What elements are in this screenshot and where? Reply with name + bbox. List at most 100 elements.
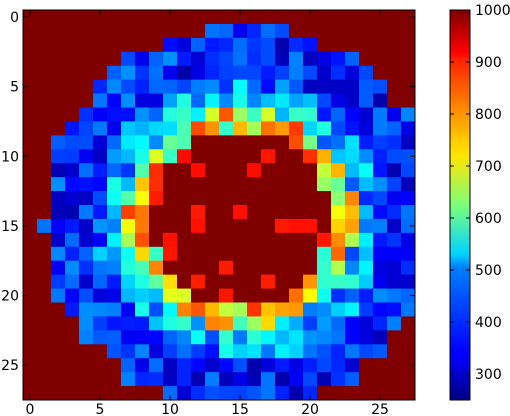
heatmap-cell: [303, 65, 318, 81]
heatmap-cell: [387, 302, 402, 317]
heatmap-cell: [205, 191, 220, 206]
heatmap-cell: [387, 288, 402, 303]
heatmap-cell: [107, 51, 122, 67]
heatmap-cell: [79, 51, 94, 67]
heatmap-cell: [135, 37, 150, 53]
heatmap-cell: [205, 79, 220, 94]
heatmap-cell: [331, 93, 346, 108]
heatmap-cell: [387, 316, 402, 331]
heatmap-cell: [359, 232, 374, 248]
heatmap-cell: [219, 260, 234, 276]
heatmap-cell: [121, 121, 136, 136]
heatmap-cell: [317, 135, 332, 150]
heatmap-cell: [261, 372, 276, 387]
heatmap-cell: [121, 205, 136, 220]
heatmap-cell: [247, 316, 262, 331]
heatmap-cell: [51, 358, 66, 373]
heatmap-cell: [23, 149, 38, 164]
colorbar: [449, 9, 471, 401]
heatmap-cell: [149, 191, 164, 206]
heatmap-cell: [191, 121, 206, 136]
heatmap-cell: [345, 79, 360, 94]
heatmap-cell: [149, 302, 164, 317]
heatmap-cell: [373, 386, 388, 401]
heatmap-cell: [275, 163, 290, 178]
heatmap-cell: [331, 372, 346, 387]
heatmap-cell: [205, 316, 220, 331]
heatmap-cell: [401, 10, 416, 25]
heatmap-cell: [219, 288, 234, 303]
heatmap-cell: [163, 386, 178, 401]
heatmap-cell: [93, 23, 108, 39]
heatmap-cell: [23, 316, 38, 331]
heatmap-cell: [65, 302, 80, 317]
heatmap-cell: [65, 163, 80, 178]
heatmap-cell: [247, 23, 262, 39]
heatmap-cell: [387, 358, 402, 373]
heatmap-cell: [177, 65, 192, 81]
heatmap-cell: [149, 232, 164, 248]
heatmap-cell: [331, 302, 346, 317]
heatmap-cell: [37, 358, 52, 373]
heatmap-cell: [345, 135, 360, 150]
heatmap-cell: [331, 79, 346, 94]
heatmap-cell: [345, 51, 360, 67]
heatmap-cell: [149, 330, 164, 345]
heatmap-cell: [177, 316, 192, 331]
heatmap-cell: [163, 121, 178, 136]
heatmap-cell: [93, 386, 108, 401]
heatmap-cell: [289, 163, 304, 178]
heatmap-cell: [289, 218, 304, 234]
heatmap-cell: [93, 246, 108, 262]
heatmap-cell: [219, 386, 234, 401]
heatmap-cell: [317, 65, 332, 81]
heatmap-cell: [233, 288, 248, 303]
heatmap-cell: [107, 10, 122, 25]
heatmap-cell: [289, 386, 304, 401]
heatmap-cell: [359, 302, 374, 317]
heatmap-cell: [107, 205, 122, 220]
heatmap-cell: [303, 37, 318, 53]
heatmap-cell: [387, 10, 402, 25]
heatmap-cell: [51, 288, 66, 303]
heatmap-cell: [177, 121, 192, 136]
heatmap-cell: [51, 79, 66, 94]
heatmap-cell: [37, 274, 52, 289]
heatmap-cell: [79, 330, 94, 345]
heatmap-cell: [345, 302, 360, 317]
heatmap-cell: [387, 260, 402, 276]
heatmap-cell: [65, 135, 80, 150]
heatmap-cell: [107, 386, 122, 401]
heatmap-cell: [51, 260, 66, 276]
heatmap-cell: [93, 358, 108, 373]
heatmap-cell: [79, 65, 94, 81]
heatmap-cell: [37, 372, 52, 387]
heatmap-cell: [247, 10, 262, 25]
heatmap-cell: [345, 163, 360, 178]
heatmap-cell: [289, 330, 304, 345]
heatmap-cell: [37, 135, 52, 150]
heatmap-cell: [121, 260, 136, 276]
heatmap-cell: [247, 149, 262, 164]
heatmap-cell: [345, 177, 360, 192]
heatmap-cell: [163, 23, 178, 39]
heatmap-cell: [317, 121, 332, 136]
heatmap-cell: [135, 316, 150, 331]
heatmap-cell: [79, 218, 94, 234]
heatmap-cell: [37, 205, 52, 220]
heatmap-cell: [387, 23, 402, 39]
heatmap-cell: [387, 37, 402, 53]
heatmap-cell: [317, 372, 332, 387]
y-tick-label: 20: [1, 289, 19, 305]
heatmap-cell: [233, 260, 248, 276]
heatmap-cell: [65, 10, 80, 25]
heatmap-cell: [107, 372, 122, 387]
heatmap-cell: [261, 218, 276, 234]
heatmap-cell: [247, 205, 262, 220]
heatmap-cell: [191, 191, 206, 206]
heatmap-cell: [149, 205, 164, 220]
heatmap-cell: [121, 65, 136, 81]
heatmap-cell: [275, 65, 290, 81]
heatmap-cell: [149, 135, 164, 150]
